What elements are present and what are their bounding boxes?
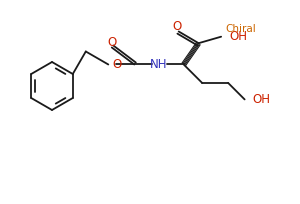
Text: Chiral: Chiral [225,24,256,34]
Text: OH: OH [229,30,247,43]
Text: O: O [112,58,122,71]
Text: OH: OH [253,93,271,106]
Text: NH: NH [150,58,168,71]
Text: O: O [107,36,116,49]
Text: O: O [172,20,181,33]
